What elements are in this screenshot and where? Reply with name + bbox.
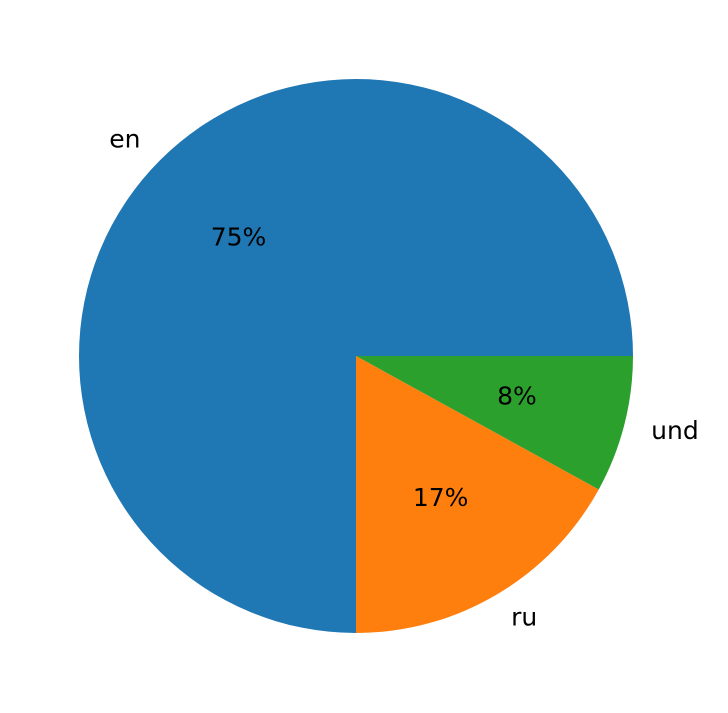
pie-labels: en 75% ru 17% und 8% — [109, 125, 698, 632]
percent-label-und: 8% — [497, 381, 537, 410]
category-label-en: en — [109, 125, 140, 154]
percent-label-en: 75% — [211, 222, 267, 251]
percent-label-ru: 17% — [413, 483, 469, 512]
pie-slice-ru — [356, 356, 599, 633]
pie-slices — [79, 79, 633, 633]
category-label-ru: ru — [511, 602, 537, 631]
pie-slice-und — [356, 356, 633, 490]
category-label-und: und — [651, 416, 699, 445]
